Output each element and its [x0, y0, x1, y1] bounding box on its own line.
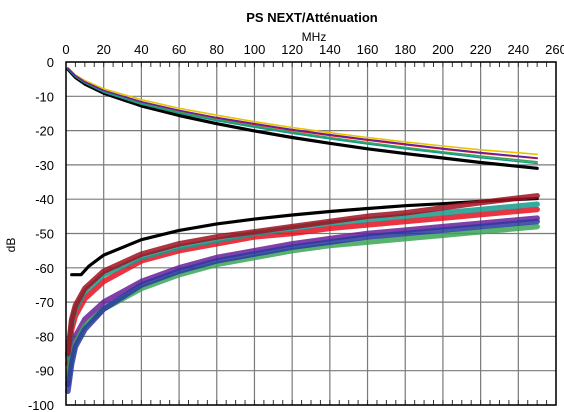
y-tick-label: -10 [35, 89, 54, 104]
y-tick-label: 0 [47, 55, 54, 70]
plot-border [65, 61, 557, 406]
x-tick-labels: 0 20 40 60 80 100 120 140 160 180 200 220 240 260 [62, 42, 564, 57]
y-tick-label: -90 [35, 364, 54, 379]
x-tick-label: 140 [319, 42, 341, 57]
y-tick-label: -70 [35, 295, 54, 310]
series-line-11-psnext [65, 193, 540, 357]
x-tick-label: 100 [244, 42, 266, 57]
y-tick-label: -40 [35, 192, 54, 207]
series-line-12-psnext [65, 218, 540, 395]
series-layer [65, 66, 540, 395]
x-axis-label: MHz [302, 30, 327, 44]
y-tick-label: -80 [35, 329, 54, 344]
y-tick-label: -100 [28, 398, 54, 412]
series-line-6-psnext-limit [70, 196, 539, 277]
x-tick-label: 80 [210, 42, 224, 57]
y-tick-label: -50 [35, 227, 54, 242]
plot-frame [65, 61, 557, 406]
y-axis-label: dB [4, 238, 18, 253]
x-tick-label: 180 [394, 42, 416, 57]
series-line-8-psnext [65, 215, 540, 388]
x-tick-label: 60 [172, 42, 186, 57]
x-tick-label: 260 [545, 42, 564, 57]
y-tick-label: -20 [35, 124, 54, 139]
y-tick-label: -30 [35, 158, 54, 173]
x-tick-label: 240 [507, 42, 529, 57]
chart-title: PS NEXT/Atténuation [246, 10, 378, 25]
series-line-5-attenuation [67, 67, 539, 159]
series-line-7-psnext [65, 206, 540, 367]
y-tick-labels: 0 -10 -20 -30 -40 -50 -60 -70 -80 -90 -100 [28, 55, 54, 412]
series-line-4-attenuation [67, 68, 539, 165]
x-tick-label: 220 [470, 42, 492, 57]
x-tick-label: 0 [62, 42, 69, 57]
x-tick-label: 160 [357, 42, 379, 57]
series-line-0-attenuation-limit [66, 67, 539, 170]
y-tick-label: -60 [35, 261, 54, 276]
x-tick-label: 40 [134, 42, 148, 57]
x-tick-label: 20 [96, 42, 110, 57]
x-tick-label: 120 [281, 42, 303, 57]
x-tick-label: 200 [432, 42, 454, 57]
series-line-1-attenuation [67, 66, 539, 156]
